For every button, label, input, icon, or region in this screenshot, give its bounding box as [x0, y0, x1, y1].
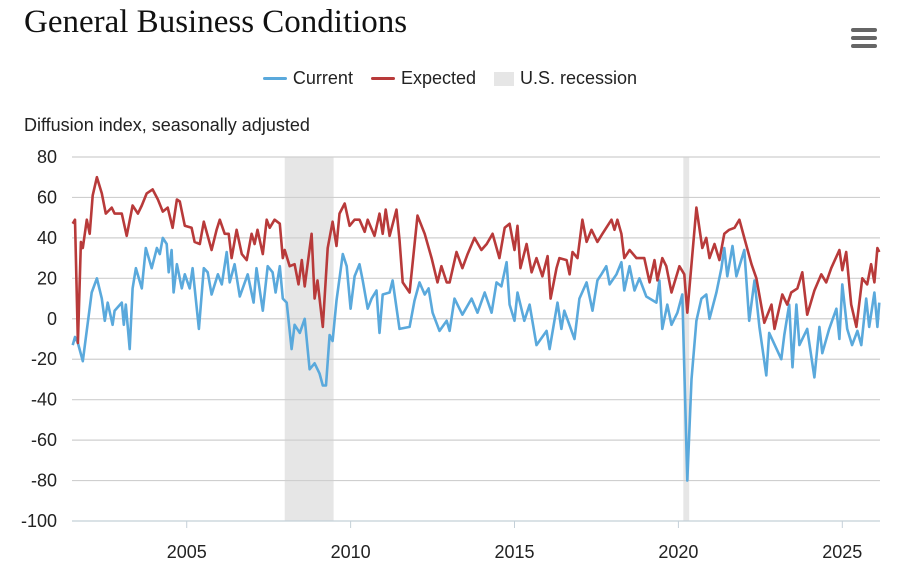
y-axis-label: Diffusion index, seasonally adjusted — [24, 115, 310, 135]
x-tick-label: 2015 — [494, 542, 534, 562]
legend-label-current: Current — [292, 68, 353, 88]
legend-swatch-recession — [494, 71, 515, 86]
recession-band — [683, 157, 690, 521]
x-tick-label: 2025 — [822, 542, 862, 562]
y-tick-label: -20 — [31, 349, 57, 369]
y-tick-label: 40 — [37, 228, 57, 248]
y-tick-label: 60 — [37, 187, 57, 207]
y-tick-label: -60 — [31, 430, 57, 450]
legend-label-recession: U.S. recession — [520, 68, 638, 88]
series-line-current — [71, 236, 881, 482]
legend-swatch-current — [262, 77, 287, 80]
hamburger-menu-icon[interactable] — [851, 28, 877, 50]
chart-title: General Business Conditions — [24, 4, 408, 40]
legend-label-expected: Expected — [400, 68, 477, 88]
legend-swatch-expected — [370, 77, 395, 80]
legend-item-expected[interactable]: Expected — [370, 68, 477, 89]
legend-item-recession[interactable]: U.S. recession — [494, 68, 637, 89]
y-tick-label: -40 — [31, 390, 57, 410]
y-tick-label: -80 — [31, 471, 57, 491]
legend: Current Expected U.S. recession — [0, 68, 900, 89]
legend-item-current[interactable]: Current — [262, 68, 353, 89]
series-line-expected — [71, 175, 881, 345]
x-tick-label: 2005 — [167, 542, 207, 562]
y-tick-label: 20 — [37, 268, 57, 288]
x-tick-label: 2010 — [331, 542, 371, 562]
y-tick-label: 80 — [37, 147, 57, 167]
y-tick-label: -100 — [21, 511, 57, 531]
x-tick-label: 2020 — [658, 542, 698, 562]
y-tick-label: 0 — [47, 309, 57, 329]
